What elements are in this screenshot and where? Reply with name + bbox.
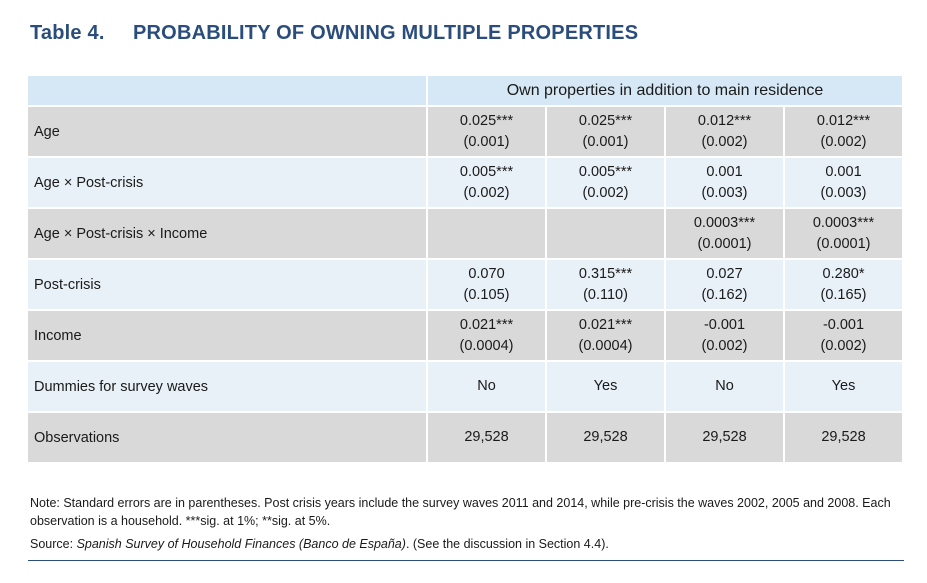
coefficient-value: 0.001 [825,163,862,180]
table-note: Note: Standard errors are in parentheses… [30,496,891,528]
table-source: Source: Spanish Survey of Household Fina… [30,537,609,551]
row-label: Age × Post-crisis × Income [28,209,426,260]
header-empty-cell [28,76,426,107]
standard-error-value: (0.001) [582,133,629,150]
coefficient-value: 0.027 [706,265,743,282]
table-cell [426,209,545,260]
table-row: Observations 29,528 29,528 29,528 29,528 [28,413,902,464]
table-cell: 0.021*** (0.0004) [426,311,545,362]
coefficient-value: 0.012*** [697,112,752,129]
table-cell: 29,528 [545,413,664,464]
standard-error-value: (0.002) [701,133,748,150]
source-prefix: Source: [30,537,77,551]
table-cell: 0.005*** (0.002) [426,158,545,209]
table-cell: 0.280* (0.165) [783,260,902,311]
source-suffix: . (See the discussion in Section 4.4). [405,537,609,551]
standard-error-value: (0.105) [463,286,510,303]
standard-error-value: (0.003) [820,184,867,201]
coefficient-value: 0.0003*** [693,214,756,231]
standard-error-value: (0.165) [820,286,867,303]
table-cell [545,209,664,260]
standard-error-value: (0.0001) [816,235,871,252]
coefficient-value: No [477,378,496,394]
table-cell: 0.012*** (0.002) [664,107,783,158]
coefficient-value: 0.280* [822,265,865,282]
table-cell: 29,528 [664,413,783,464]
table-cell: 0.005*** (0.002) [545,158,664,209]
coefficient-value: Yes [593,378,618,394]
table-cell: 0.027 (0.162) [664,260,783,311]
row-label: Age × Post-crisis [28,158,426,209]
table-row: Age × Post-crisis 0.005*** (0.002) 0.005***… [28,158,902,209]
table-cell: Yes [783,362,902,413]
standard-error-value: (0.110) [583,286,628,303]
row-label: Post-crisis [28,260,426,311]
table-number: Table 4. [30,22,105,44]
coefficient-value: 0.025*** [578,112,633,129]
standard-error-value: (0.162) [701,286,748,303]
table-row: Post-crisis 0.070 (0.105) 0.315*** (0.110) 0.… [28,260,902,311]
table-cell: 0.0003*** (0.0001) [664,209,783,260]
standard-error-value: (0.002) [820,337,867,354]
standard-error-value: (0.002) [463,184,510,201]
table-row: Income 0.021*** (0.0004) 0.021*** (0.0004) -0… [28,311,902,362]
coefficient-value: 0.001 [706,163,743,180]
row-label: Dummies for survey waves [28,362,426,413]
table-row: Age × Post-crisis × Income 0.0003*** (0.00… [28,209,902,260]
coefficient-value: 0.025*** [459,112,514,129]
coefficient-value: 0.315*** [578,265,633,282]
table-row: Dummies for survey waves No Yes No Yes [28,362,902,413]
coefficient-value: Yes [831,378,856,394]
table-cell: 0.025*** (0.001) [426,107,545,158]
table-cell: 29,528 [426,413,545,464]
table-cell: 0.315*** (0.110) [545,260,664,311]
source-name: Spanish Survey of Household Finances (Ba… [76,537,406,551]
table-cell: 0.001 (0.003) [783,158,902,209]
table-cell: No [664,362,783,413]
standard-error-value: (0.0004) [459,337,514,354]
coefficient-value: 0.021*** [459,316,514,333]
table-cell: -0.001 (0.002) [664,311,783,362]
bottom-rule [28,560,904,561]
table-cell: 0.012*** (0.002) [783,107,902,158]
coefficient-value: 0.0003*** [812,214,875,231]
coefficient-value: 29,528 [583,429,628,445]
standard-error-value: (0.0001) [697,235,752,252]
table-cell: Yes [545,362,664,413]
coefficient-value: -0.001 [703,316,746,333]
coefficient-value: 0.021*** [578,316,633,333]
standard-error-value: (0.002) [701,337,748,354]
row-label: Observations [28,413,426,464]
regression-table: Own properties in addition to main resid… [28,76,902,464]
coefficient-value: 0.070 [468,265,505,282]
coefficient-value: 0.005*** [459,163,514,180]
table-cell: -0.001 (0.002) [783,311,902,362]
table-cell: 0.025*** (0.001) [545,107,664,158]
coefficient-value: 29,528 [702,429,747,445]
coefficient-value: 29,528 [821,429,866,445]
table-title-text: PROBABILITY OF OWNING MULTIPLE PROPERTIE… [133,22,639,44]
standard-error-value: (0.003) [701,184,748,201]
row-label: Age [28,107,426,158]
coefficient-value: No [715,378,734,394]
table-header-row: Own properties in addition to main resid… [28,76,902,107]
table-row: Age 0.025*** (0.001) 0.025*** (0.001) 0.012**… [28,107,902,158]
spanning-header: Own properties in addition to main resid… [426,76,902,107]
table-cell: 0.070 (0.105) [426,260,545,311]
standard-error-value: (0.0004) [578,337,633,354]
standard-error-value: (0.002) [582,184,629,201]
standard-error-value: (0.002) [820,133,867,150]
row-label: Income [28,311,426,362]
coefficient-value: -0.001 [822,316,865,333]
coefficient-value: 0.005*** [578,163,633,180]
coefficient-value: 29,528 [464,429,509,445]
table-cell: No [426,362,545,413]
table-cell: 29,528 [783,413,902,464]
standard-error-value: (0.001) [463,133,510,150]
table-cell: 0.0003*** (0.0001) [783,209,902,260]
table-cell: 0.001 (0.003) [664,158,783,209]
coefficient-value: 0.012*** [816,112,871,129]
table-cell: 0.021*** (0.0004) [545,311,664,362]
table-title: Table 4. PROBABILITY OF OWNING MULTIPLE P… [30,22,638,45]
